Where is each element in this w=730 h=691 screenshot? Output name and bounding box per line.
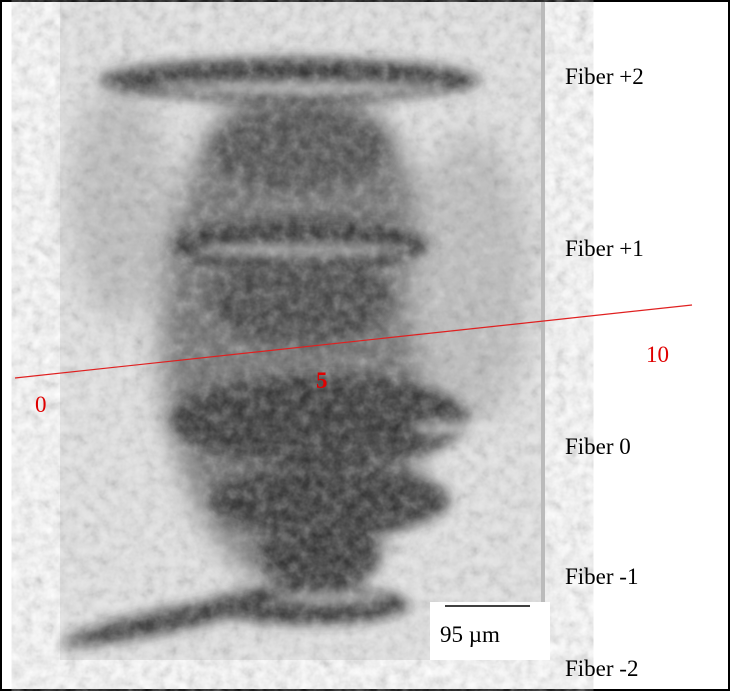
line-mark: 5 <box>316 368 328 393</box>
fiber-label: Fiber -2 <box>565 656 638 681</box>
fiber-label: Fiber +1 <box>565 236 644 261</box>
scale-bar: 95 µm <box>430 602 550 660</box>
fiber-label: Fiber -1 <box>565 564 638 589</box>
scale-label: 95 µm <box>440 622 500 647</box>
line-mark: 10 <box>646 342 669 367</box>
line-mark: 0 <box>35 392 47 417</box>
fiber-label: Fiber 0 <box>565 434 631 459</box>
figure: 95 µm 0 5 10 Fiber +2 Fiber +1 Fiber 0 F… <box>0 0 730 691</box>
fiber-label: Fiber +2 <box>565 64 644 89</box>
micrograph <box>60 2 545 660</box>
